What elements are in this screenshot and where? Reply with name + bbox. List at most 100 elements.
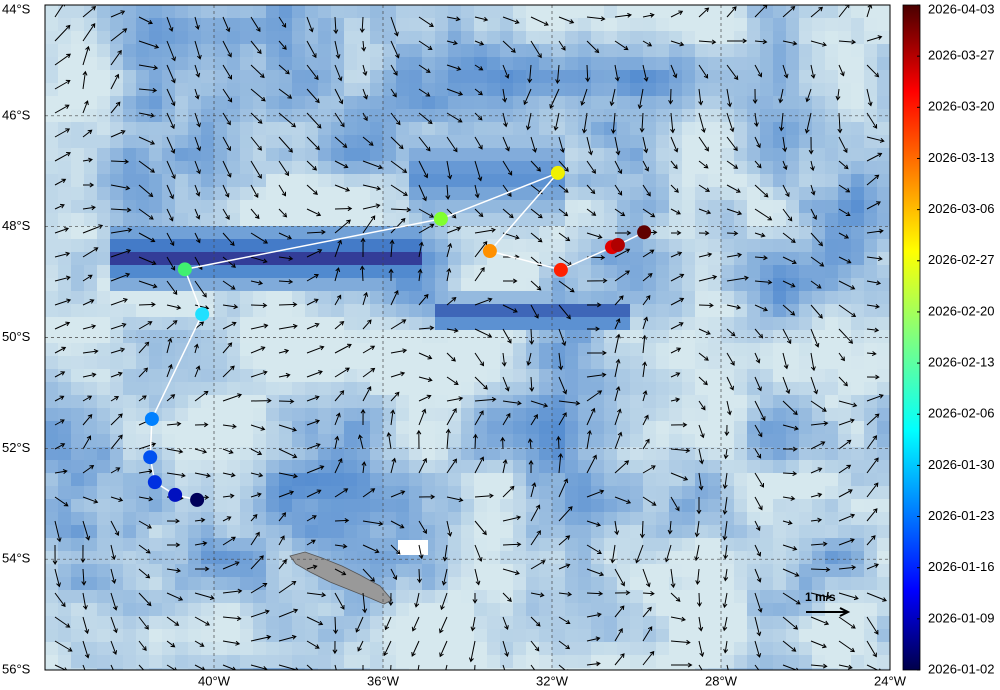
field-cell (266, 512, 279, 525)
field-cell (695, 161, 708, 174)
field-cell (253, 486, 266, 499)
field-cell (799, 616, 812, 629)
field-cell (695, 5, 708, 18)
field-cell (721, 70, 734, 83)
field-cell (461, 603, 474, 616)
field-cell (266, 226, 279, 239)
field-cell (799, 239, 812, 252)
field-cell (461, 187, 474, 200)
field-cell (565, 512, 578, 525)
field-cell (487, 317, 500, 330)
field-cell (84, 486, 97, 499)
field-cell (383, 213, 396, 226)
field-cell (799, 564, 812, 577)
field-cell (175, 551, 188, 564)
field-cell (45, 356, 58, 369)
field-cell (851, 577, 864, 590)
field-cell (591, 213, 604, 226)
field-cell (526, 70, 539, 83)
field-cell (864, 629, 877, 642)
field-cell (565, 525, 578, 538)
field-cell (71, 252, 84, 265)
field-cell (760, 343, 773, 356)
field-cell (331, 18, 344, 31)
field-cell (318, 18, 331, 31)
field-cell (448, 135, 461, 148)
field-cell (539, 486, 552, 499)
field-cell (422, 369, 435, 382)
field-cell (721, 161, 734, 174)
field-cell (266, 642, 279, 655)
field-cell (383, 538, 396, 551)
field-cell (682, 330, 695, 343)
field-cell (344, 109, 357, 122)
field-cell (175, 460, 188, 473)
field-cell (110, 57, 123, 70)
field-cell (227, 122, 240, 135)
field-cell (84, 421, 97, 434)
field-cell (708, 291, 721, 304)
field-cell (513, 317, 526, 330)
field-cell (305, 603, 318, 616)
field-cell (214, 603, 227, 616)
field-cell (279, 200, 292, 213)
field-cell (240, 330, 253, 343)
field-cell (695, 629, 708, 642)
field-cell (71, 187, 84, 200)
field-cell (812, 109, 825, 122)
field-cell (370, 122, 383, 135)
field-cell (721, 655, 734, 668)
field-cell (721, 473, 734, 486)
field-cell (344, 460, 357, 473)
field-cell (188, 57, 201, 70)
field-cell (266, 473, 279, 486)
field-cell (149, 135, 162, 148)
field-cell (409, 382, 422, 395)
field-cell (721, 174, 734, 187)
field-cell (461, 304, 474, 317)
field-cell (487, 135, 500, 148)
field-cell (162, 590, 175, 603)
field-cell (812, 174, 825, 187)
field-cell (695, 590, 708, 603)
field-cell (201, 655, 214, 668)
field-cell (331, 343, 344, 356)
field-cell (734, 278, 747, 291)
field-cell (578, 369, 591, 382)
field-cell (422, 44, 435, 57)
field-cell (669, 239, 682, 252)
field-cell (357, 135, 370, 148)
field-cell (71, 291, 84, 304)
field-cell (292, 161, 305, 174)
field-cell (422, 252, 435, 265)
field-cell (292, 434, 305, 447)
field-cell (513, 122, 526, 135)
field-cell (240, 590, 253, 603)
field-cell (214, 161, 227, 174)
field-cell (617, 252, 630, 265)
field-cell (201, 5, 214, 18)
field-cell (175, 668, 188, 670)
field-cell (305, 499, 318, 512)
field-cell (110, 278, 123, 291)
field-cell (266, 499, 279, 512)
field-cell (435, 96, 448, 109)
field-cell (71, 668, 84, 670)
field-cell (71, 525, 84, 538)
field-cell (84, 382, 97, 395)
field-cell (812, 161, 825, 174)
field-cell (500, 148, 513, 161)
field-cell (500, 44, 513, 57)
field-cell (474, 473, 487, 486)
field-cell (97, 551, 110, 564)
current-speed-field (45, 5, 890, 670)
field-cell (214, 408, 227, 421)
field-cell (227, 603, 240, 616)
field-cell (422, 655, 435, 668)
field-cell (877, 18, 890, 31)
field-cell (669, 616, 682, 629)
field-cell (71, 577, 84, 590)
field-cell (162, 200, 175, 213)
field-cell (45, 70, 58, 83)
field-cell (214, 421, 227, 434)
